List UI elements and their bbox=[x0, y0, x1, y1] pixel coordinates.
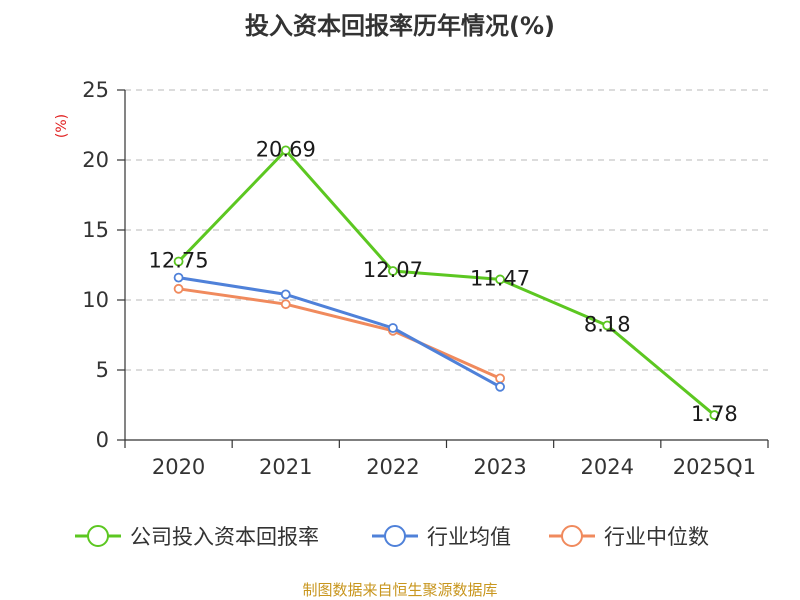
y-tick-label: 25 bbox=[82, 78, 109, 102]
data-point bbox=[388, 323, 398, 333]
source-note: 制图数据来自恒生聚源数据库 bbox=[302, 581, 497, 599]
axes: 0 5 10 15 20 25 2020 2021 2022 2023 2024 2025Q1 bbox=[82, 78, 769, 479]
data-label: 12.75 bbox=[149, 249, 209, 273]
data-label: 12.07 bbox=[363, 258, 423, 282]
y-tick-label: 10 bbox=[82, 288, 109, 312]
x-tick-label: 2020 bbox=[152, 455, 205, 479]
data-point bbox=[602, 320, 613, 331]
legend-swatch-marker bbox=[561, 525, 583, 547]
data-point bbox=[280, 289, 291, 300]
legend: 公司投入资本回报率 行业均值 行业中位数 bbox=[75, 525, 709, 549]
data-point bbox=[173, 272, 184, 283]
x-tick-label: 2022 bbox=[366, 455, 419, 479]
chart-title: 投入资本回报率历年情况(%) bbox=[245, 12, 555, 40]
legend-swatch-marker bbox=[87, 525, 109, 547]
series-line bbox=[178, 287, 501, 380]
grid-lines bbox=[125, 89, 768, 371]
series-lines bbox=[173, 145, 720, 420]
legend-swatch-marker bbox=[384, 525, 406, 547]
legend-label: 行业均值 bbox=[427, 525, 511, 549]
series-line bbox=[178, 276, 501, 389]
data-point bbox=[495, 274, 505, 285]
data-label: 20.69 bbox=[256, 137, 316, 161]
data-point bbox=[173, 256, 184, 267]
data-point bbox=[495, 373, 505, 384]
data-label: 1.78 bbox=[691, 402, 738, 426]
y-axis-unit: (%) bbox=[54, 114, 70, 138]
data-point bbox=[280, 145, 291, 156]
data-label: 8.18 bbox=[584, 312, 631, 336]
data-point bbox=[709, 410, 720, 420]
legend-label: 公司投入资本回报率 bbox=[130, 525, 319, 549]
x-tick-label: 2021 bbox=[259, 455, 312, 479]
legend-label: 行业中位数 bbox=[604, 525, 709, 549]
y-tick-label: 15 bbox=[82, 218, 109, 242]
data-labels: 12.75 20.69 12.07 11.47 8.18 1.78 bbox=[149, 137, 738, 426]
y-tick-label: 5 bbox=[96, 358, 109, 382]
data-point bbox=[280, 299, 291, 310]
data-point bbox=[388, 266, 398, 276]
x-tick-label: 2023 bbox=[473, 455, 526, 479]
y-tick-label: 0 bbox=[96, 428, 109, 452]
x-tick-label: 2025Q1 bbox=[673, 455, 756, 479]
data-label: 11.47 bbox=[470, 266, 530, 290]
data-point bbox=[173, 283, 184, 294]
x-tick-label: 2024 bbox=[581, 455, 634, 479]
series-line bbox=[177, 148, 716, 417]
y-tick-label: 20 bbox=[82, 148, 109, 172]
data-point bbox=[495, 381, 505, 392]
